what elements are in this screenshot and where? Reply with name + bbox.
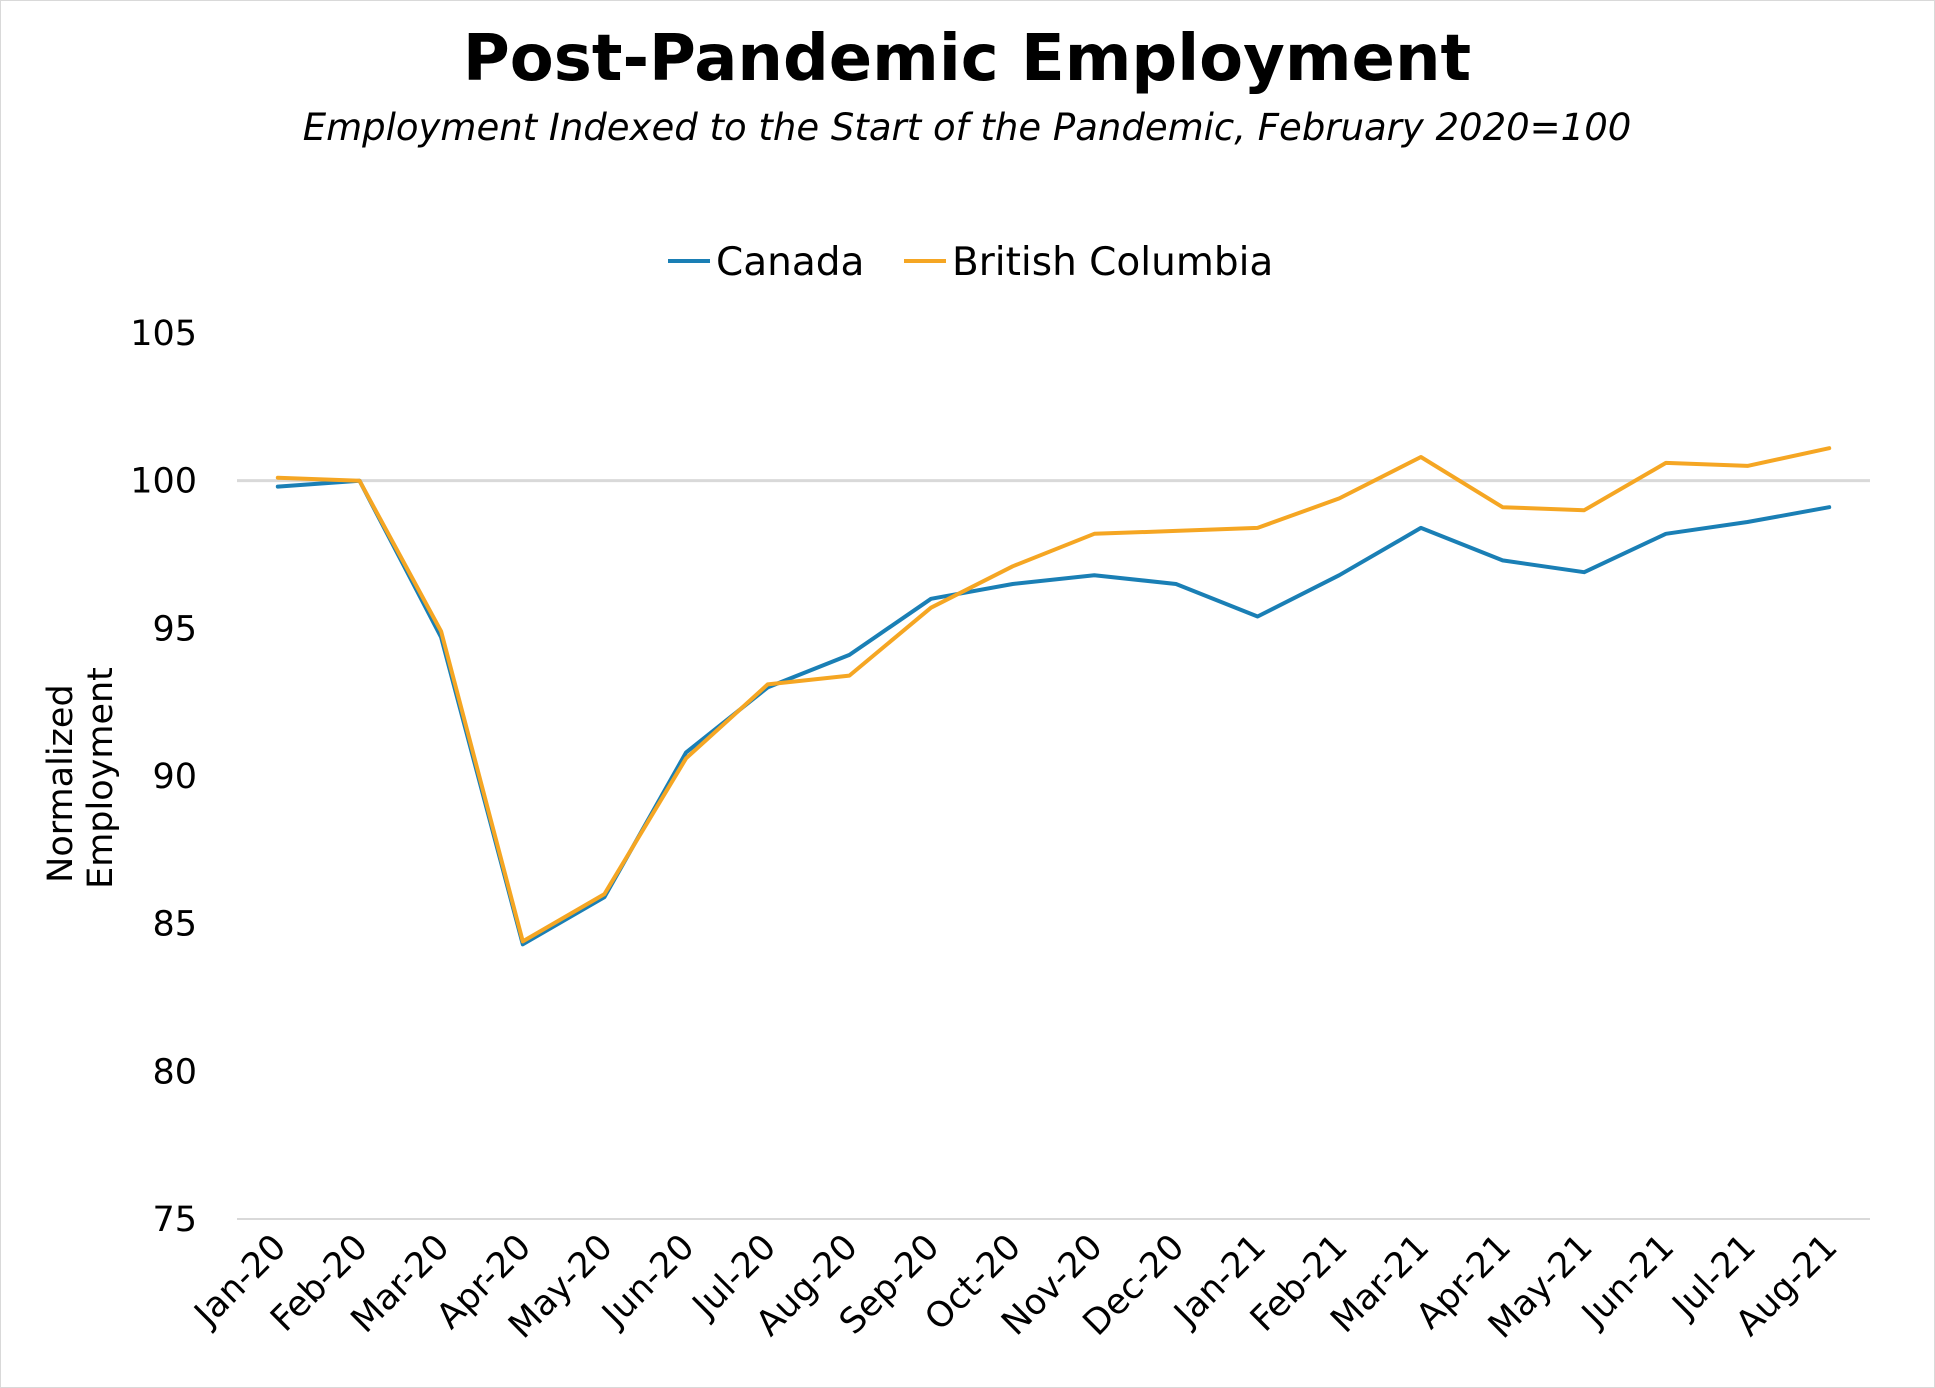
y-axis-title: Normalized Employment — [41, 667, 121, 889]
y-tick-label: 100 — [130, 462, 197, 502]
series-lines — [275, 446, 1832, 947]
y-tick-label: 95 — [152, 609, 197, 649]
y-tick-labels: 75 80 85 90 95 100 105 — [130, 314, 197, 1240]
series-line-british-columbia — [275, 446, 1832, 944]
legend: Canada British Columbia — [668, 240, 1273, 285]
y-axis-title-line-2: Employment — [81, 667, 121, 889]
series-line-canada — [275, 478, 1832, 947]
y-tick-label: 105 — [130, 314, 197, 354]
y-tick-label: 90 — [152, 757, 197, 797]
chart-title: Post-Pandemic Employment — [463, 22, 1471, 96]
x-tick-labels: Jan-20Feb-20Mar-20Apr-20May-20Jun-20Jul-… — [186, 1227, 1846, 1346]
y-tick-label: 80 — [152, 1052, 197, 1092]
y-axis-title-line-1: Normalized — [41, 684, 81, 882]
legend-label-canada: Canada — [716, 240, 864, 285]
x-tick-label: Jun-20 — [594, 1227, 703, 1336]
y-tick-label: 75 — [152, 1200, 197, 1240]
chart-subtitle: Employment Indexed to the Start of the P… — [303, 106, 1632, 149]
legend-label-british-columbia: British Columbia — [952, 240, 1273, 285]
x-tick-label: Jun-21 — [1573, 1227, 1682, 1336]
y-tick-label: 85 — [152, 905, 197, 945]
